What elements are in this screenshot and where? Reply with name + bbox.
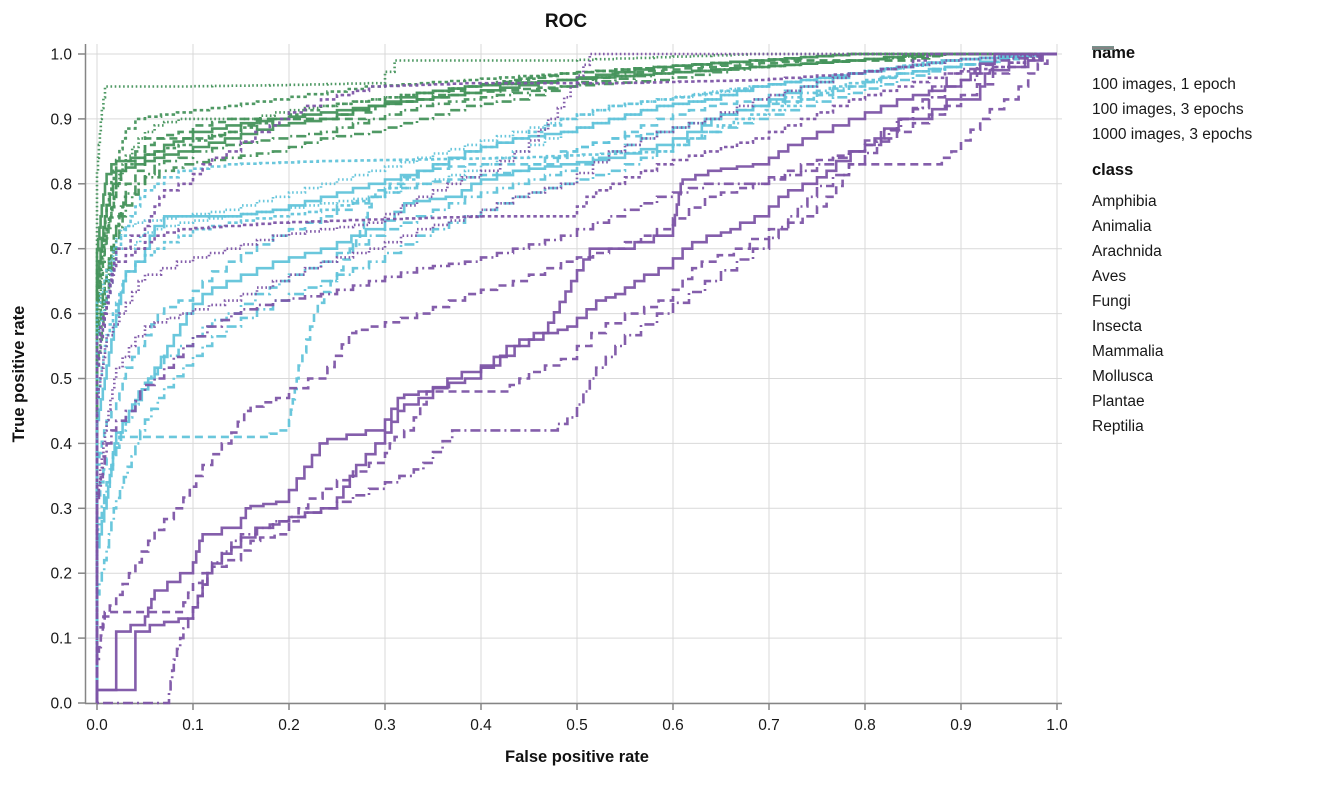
curve-1000-images-3-epochs-arachnida <box>95 52 1057 703</box>
x-tick-label: 0.3 <box>374 717 396 734</box>
legend-name-title: name <box>1092 44 1136 62</box>
x-axis-title: False positive rate <box>505 748 649 766</box>
legend-class-item-arachnida: Arachnida <box>1092 46 1332 264</box>
legend-item-label: 1000 images, 3 epochs <box>1092 125 1253 143</box>
curve-100-images-3-epochs-fungi <box>95 52 1057 703</box>
legend-name-item-100-images-3-epochs: 100 images, 3 epochs <box>1092 46 1332 122</box>
x-tick-label: 0.9 <box>950 717 972 734</box>
legend-item-label: Fungi <box>1092 292 1131 310</box>
x-tick-label: 1.0 <box>1046 717 1068 734</box>
y-tick-label: 0.8 <box>50 176 72 193</box>
curve-100-images-1-epoch-arachnida <box>95 52 1057 703</box>
legend-class-title: class <box>1092 161 1134 179</box>
legend-item-label: Insecta <box>1092 317 1142 335</box>
curve-100-images-1-epoch-aves <box>95 52 1057 703</box>
legend-class-item-aves: Aves <box>1092 46 1332 289</box>
y-tick-label: 0.4 <box>50 436 72 453</box>
legend-class-item-fungi: Fungi <box>1092 46 1332 314</box>
curve-100-images-1-epoch-mollusca <box>95 52 1057 703</box>
legend-name-item-100-images-1-epoch: 100 images, 1 epoch <box>1092 46 1332 97</box>
y-tick-label: 1.0 <box>50 47 72 64</box>
curve-100-images-3-epochs-aves <box>95 52 1057 703</box>
y-tick-label: 0.6 <box>50 306 72 323</box>
x-tick-label: 0.1 <box>182 717 204 734</box>
legend-item-label: Animalia <box>1092 217 1152 235</box>
curve-100-images-3-epochs-mollusca <box>95 52 1057 703</box>
legend-class-item-amphibia: Amphibia <box>1092 46 1332 214</box>
curve-100-images-1-epoch-reptilia <box>97 52 1057 705</box>
y-tick-label: 0.0 <box>50 696 72 713</box>
x-tick-label: 0.6 <box>662 717 684 734</box>
legend-item-label: Mammalia <box>1092 342 1164 360</box>
x-tick-label: 0.2 <box>278 717 300 734</box>
curve-100-images-3-epochs-insecta <box>95 52 1057 703</box>
legend-item-label: Arachnida <box>1092 242 1162 260</box>
legend-class-item-insecta: Insecta <box>1092 46 1332 339</box>
y-tick-label: 0.2 <box>50 566 72 583</box>
curve-1000-images-3-epochs-mammalia <box>95 52 1057 703</box>
y-tick-label: 0.3 <box>50 501 72 518</box>
x-tick-label: 0.7 <box>758 717 780 734</box>
x-tick-label: 0.4 <box>470 717 492 734</box>
x-tick-label: 0.5 <box>566 717 588 734</box>
y-tick-label: 0.7 <box>50 241 72 258</box>
x-tick-label: 0.8 <box>854 717 876 734</box>
chart-title: ROC <box>545 11 588 32</box>
curve-100-images-1-epoch-plantae <box>95 52 1057 703</box>
legend-item-label: Amphibia <box>1092 192 1157 210</box>
legend-line-swatch <box>1092 46 1114 50</box>
legend-item-label: Plantae <box>1092 392 1145 410</box>
legend-class-items: Amphibia Animalia Arachnida Aves Fungi Insect… <box>1092 46 1332 439</box>
gridlines <box>85 44 1062 704</box>
legend-line-swatch <box>1092 46 1114 50</box>
legend-name-items: 100 images, 1 epoch 100 images, 3 epochs 1… <box>1092 46 1332 147</box>
curve-1000-images-3-epochs-reptilia <box>95 52 1057 703</box>
y-tick-label: 0.1 <box>50 631 72 648</box>
legend-class-item-mammalia: Mammalia <box>1092 46 1332 364</box>
curve-100-images-1-epoch-insecta <box>95 52 1057 703</box>
legend-name-item-1000-images-3-epochs: 1000 images, 3 epochs <box>1092 46 1332 147</box>
tick-labels: 0.0 0.1 0.2 0.3 0.4 0.5 0.6 0.7 0.8 0.9 1.0 0.0 0.1 0… <box>50 47 1068 735</box>
axes <box>78 44 1062 710</box>
legend-item-label: Mollusca <box>1092 367 1154 385</box>
legend-item-label: 100 images, 1 epoch <box>1092 75 1236 93</box>
legend-class-item-plantae: Plantae <box>1092 46 1332 414</box>
curve-100-images-3-epochs-mammalia <box>95 52 1057 703</box>
legend-item-label: 100 images, 3 epochs <box>1092 100 1244 118</box>
curve-100-images-1-epoch-fungi <box>95 52 1057 703</box>
y-tick-label: 0.9 <box>50 111 72 128</box>
curve-100-images-1-epoch-animalia <box>95 52 1057 703</box>
legend-class-item-mollusca: Mollusca <box>1092 46 1332 389</box>
y-axis-title: True positive rate <box>10 306 28 443</box>
curve-100-images-1-epoch-amphibia <box>95 52 1057 703</box>
y-tick-label: 0.5 <box>50 371 72 388</box>
legend-item-label: Aves <box>1092 267 1127 285</box>
legend-item-label: Reptilia <box>1092 417 1144 435</box>
legend-class-item-reptilia: Reptilia <box>1092 46 1332 439</box>
x-tick-label: 0.0 <box>86 717 108 734</box>
curve-1000-images-3-epochs-plantae <box>95 52 1057 703</box>
legend: name 100 images, 1 epoch 100 images, 3 ep… <box>1092 44 1332 439</box>
curve-100-images-1-epoch-mammalia <box>95 52 1057 703</box>
roc-curves <box>95 52 1057 705</box>
legend-class-item-animalia: Animalia <box>1092 46 1332 239</box>
curve-100-images-3-epochs-reptilia <box>95 52 1057 703</box>
